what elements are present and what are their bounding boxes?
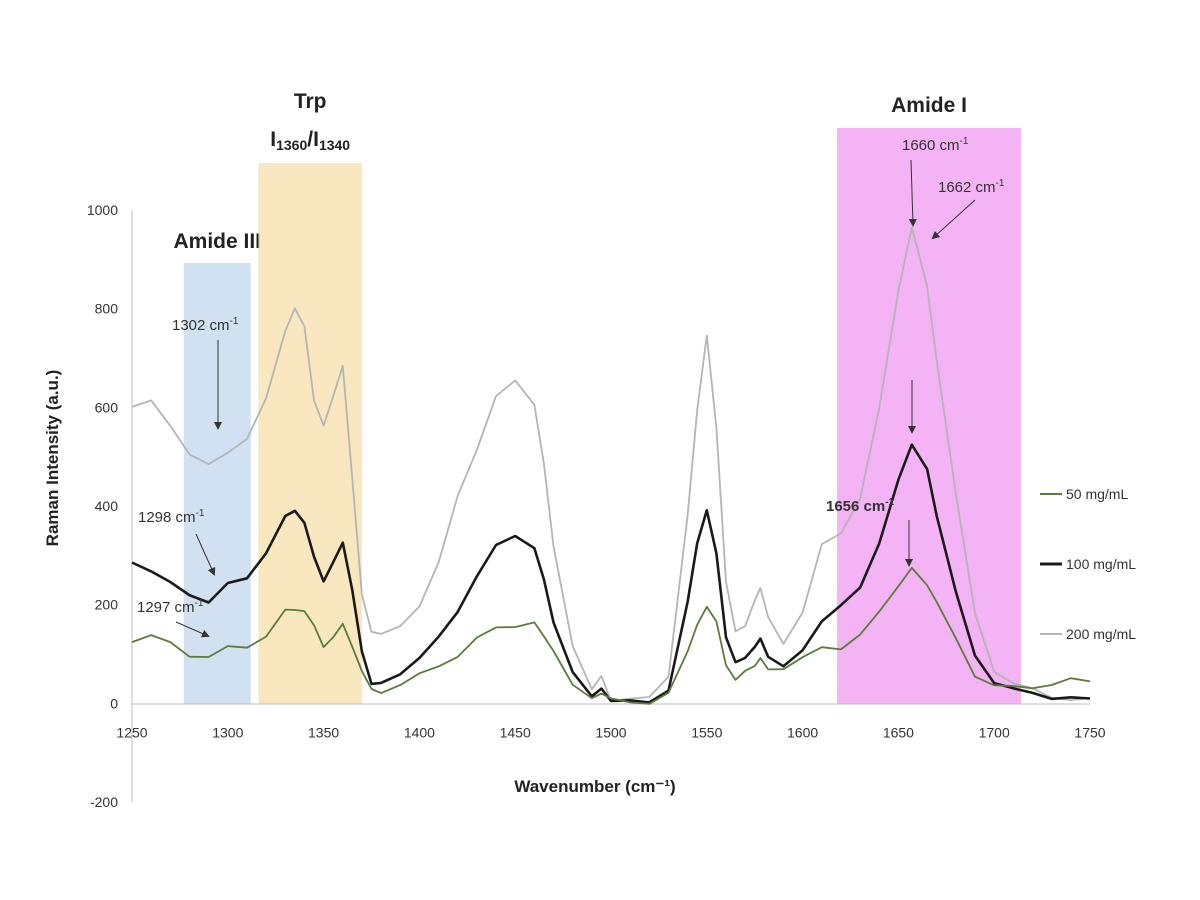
series-lines bbox=[131, 226, 1091, 705]
legend-label-0: 50 mg/mL bbox=[1066, 486, 1128, 502]
annotation-label-0: 1302 cm-1 bbox=[172, 316, 239, 334]
annotations: 1302 cm-1 1298 cm-1 1297 cm-1 1660 cm-1 1662… bbox=[137, 136, 1005, 638]
annotation-label-2: 1297 cm-1 bbox=[137, 598, 204, 616]
y-tick-label: 800 bbox=[95, 301, 119, 317]
annotation-arrow-2 bbox=[175, 621, 210, 638]
region-label-1-1: I1360/I1340 bbox=[270, 128, 350, 153]
highlight-regions: Amide III Trp I1360/I1340 Amide I bbox=[173, 90, 1022, 704]
y-tick-label: 0 bbox=[110, 695, 118, 711]
x-tick-label: 1600 bbox=[787, 724, 818, 740]
region-band-2 bbox=[837, 128, 1022, 704]
x-tick-label: 1550 bbox=[691, 724, 722, 740]
y-tick-label: 1000 bbox=[87, 202, 118, 218]
annotation-label-4: 1662 cm-1 bbox=[938, 178, 1005, 196]
y-axis-title: Raman Intensity (a.u.) bbox=[43, 370, 62, 547]
x-tick-label: 1650 bbox=[883, 724, 914, 740]
x-tick-label: 1250 bbox=[116, 724, 147, 740]
y-tick-label: 600 bbox=[95, 399, 119, 415]
y-tick-label: -200 bbox=[90, 794, 118, 810]
annotation-label-1: 1298 cm-1 bbox=[138, 508, 205, 526]
x-tick-label: 1450 bbox=[500, 724, 531, 740]
y-tick-label: 400 bbox=[95, 498, 119, 514]
x-tick-label: 1750 bbox=[1074, 724, 1105, 740]
region-label-2-0: Amide I bbox=[891, 94, 967, 117]
legend: 50 mg/mL 100 mg/mL 200 mg/mL bbox=[1040, 486, 1136, 642]
annotation-label-5: 1656 cm-1 bbox=[826, 497, 895, 515]
region-label-0-0: Amide III bbox=[173, 230, 261, 253]
x-tick-label: 1500 bbox=[595, 724, 626, 740]
legend-label-1: 100 mg/mL bbox=[1066, 556, 1136, 572]
annotation-label-3: 1660 cm-1 bbox=[902, 136, 969, 154]
annotation-arrow-1 bbox=[195, 533, 216, 576]
x-tick-labels: 1250 1300 1350 1400 1450 1500 1550 1600 1650 1700… bbox=[116, 724, 1105, 740]
x-tick-label: 1400 bbox=[404, 724, 435, 740]
x-tick-label: 1350 bbox=[308, 724, 339, 740]
legend-label-2: 200 mg/mL bbox=[1066, 626, 1136, 642]
y-tick-labels: -200 0 200 400 600 800 1000 bbox=[87, 202, 118, 810]
annotation-arrow-4 bbox=[931, 199, 976, 240]
x-tick-label: 1300 bbox=[212, 724, 243, 740]
x-tick-label: 1700 bbox=[979, 724, 1010, 740]
series-line-0 bbox=[131, 567, 1091, 705]
annotation-arrow-3 bbox=[908, 159, 917, 227]
series-line-2 bbox=[131, 226, 1091, 702]
y-tick-label: 200 bbox=[95, 597, 119, 613]
region-label-1-0: Trp bbox=[294, 90, 327, 113]
region-band-1 bbox=[258, 163, 362, 704]
series-line-1 bbox=[131, 443, 1091, 704]
x-axis-title: Wavenumber (cm⁻¹) bbox=[514, 777, 675, 796]
axes bbox=[131, 210, 1090, 802]
